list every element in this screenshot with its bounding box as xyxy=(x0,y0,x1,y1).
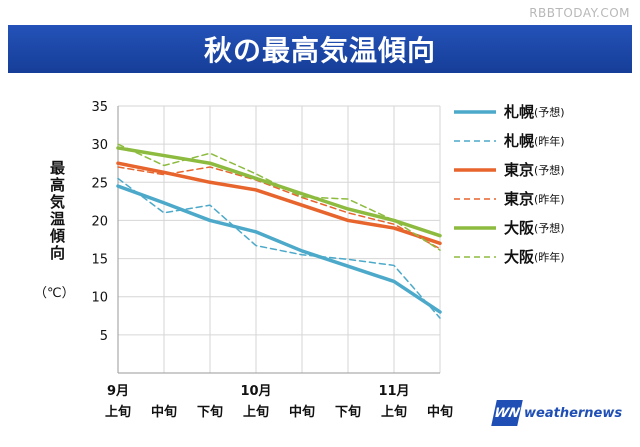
legend-swatch xyxy=(454,167,496,172)
x-tick-label: 中旬 xyxy=(427,404,453,420)
legend-series-tag: (昨年) xyxy=(534,134,565,148)
y-tick-label: 10 xyxy=(91,291,108,306)
y-axis-unit: （℃） xyxy=(34,286,75,301)
legend-swatch xyxy=(454,255,496,258)
y-tick-label: 25 xyxy=(91,176,108,191)
legend-series-tag: (予想) xyxy=(534,221,565,235)
legend-series-name: 札幌 xyxy=(504,132,535,150)
legend-series-name: 東京 xyxy=(504,190,535,208)
legend-series-name: 大阪 xyxy=(504,248,535,266)
legend-swatch xyxy=(454,197,496,200)
legend-item: 大阪 (昨年) xyxy=(452,242,602,271)
legend-swatch xyxy=(454,109,496,114)
series-line-0 xyxy=(116,184,442,314)
series-line-1 xyxy=(117,177,441,319)
series-line-3 xyxy=(117,166,441,250)
series-line-5 xyxy=(117,143,441,251)
legend-series-tag: (昨年) xyxy=(534,250,565,264)
legend-series-name: 東京 xyxy=(504,161,535,179)
y-tick-label: 20 xyxy=(91,214,108,229)
x-tick-label: 中旬 xyxy=(151,404,177,420)
y-tick-label: 35 xyxy=(91,100,108,115)
x-tick-label: 11月上旬 xyxy=(378,384,409,420)
legend-item: 札幌 (昨年) xyxy=(452,126,602,155)
x-tick-label: 10月上旬 xyxy=(240,384,271,420)
logo-text: weathernews xyxy=(524,405,623,421)
legend-series-name: 大阪 xyxy=(504,219,535,237)
legend-item: 札幌 (予想) xyxy=(452,97,602,126)
x-tick-label: 下旬 xyxy=(335,404,361,420)
y-tick-label: 5 xyxy=(100,329,108,344)
y-tick-label: 15 xyxy=(91,253,108,268)
x-tick-label: 9月上旬 xyxy=(105,384,131,420)
y-axis-label: 最高気温傾向 xyxy=(48,160,66,262)
title-banner: 秋の最高気温傾向 xyxy=(8,25,632,73)
legend-swatch xyxy=(454,225,496,230)
y-tick-label: 30 xyxy=(91,138,108,153)
weathernews-logo: WN weathernews xyxy=(491,400,623,426)
legend-series-tag: (予想) xyxy=(534,163,565,177)
series-line-4 xyxy=(116,146,442,238)
chart-title: 秋の最高気温傾向 xyxy=(203,34,436,67)
watermark: RBBTODAY.COM xyxy=(529,6,630,20)
legend-item: 大阪 (予想) xyxy=(452,213,602,242)
x-tick-label: 下旬 xyxy=(197,404,223,420)
legend: 札幌 (予想) 札幌 (昨年) 東京 (予想) 東京 (昨年) 大阪 (予想) 大阪 (昨年) xyxy=(452,97,602,271)
legend-swatch xyxy=(454,139,496,142)
legend-item: 東京 (予想) xyxy=(452,155,602,184)
x-tick-label: 中旬 xyxy=(289,404,315,420)
legend-series-tag: (予想) xyxy=(534,105,565,119)
legend-series-name: 札幌 xyxy=(504,103,535,121)
legend-item: 東京 (昨年) xyxy=(452,184,602,213)
legend-series-tag: (昨年) xyxy=(534,192,565,206)
logo-mark: WN xyxy=(491,400,523,426)
